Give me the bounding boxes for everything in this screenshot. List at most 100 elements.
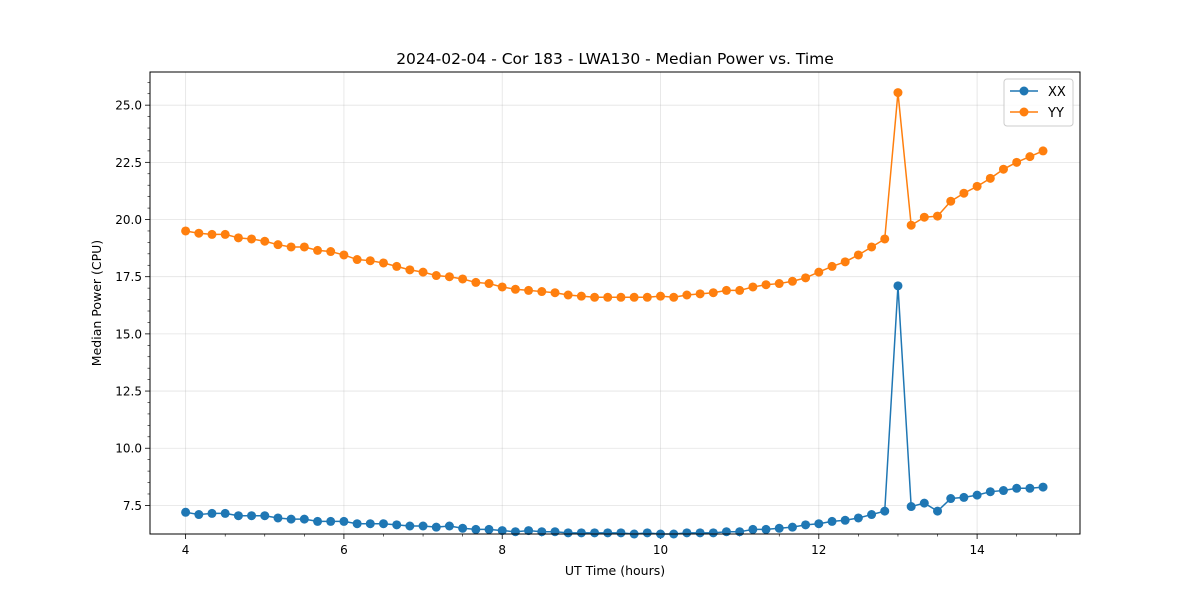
data-point-yy — [787, 276, 797, 286]
data-point-xx — [827, 516, 837, 526]
data-point-xx — [286, 514, 296, 524]
data-point-yy — [933, 211, 943, 221]
legend-marker-yy — [1019, 107, 1029, 117]
data-point-yy — [1012, 157, 1022, 167]
data-point-xx — [339, 516, 349, 526]
data-point-xx — [946, 494, 956, 504]
y-tick-label: 7.5 — [123, 499, 142, 513]
data-point-xx — [801, 520, 811, 530]
x-tick-label: 12 — [811, 543, 826, 557]
data-point-xx — [378, 519, 388, 529]
data-point-yy — [365, 256, 375, 266]
data-point-yy — [260, 236, 270, 246]
data-point-xx — [708, 528, 718, 538]
axis-ticks: 4 6 8 10 12 14 7.5 10.0 12.5 15.0 17.5 20.0 22.5 25.0 — [115, 81, 1057, 557]
data-point-yy — [603, 292, 613, 302]
data-point-xx — [537, 527, 547, 537]
data-point-yy — [286, 242, 296, 252]
data-point-yy — [444, 272, 454, 282]
data-point-xx — [616, 528, 626, 538]
data-point-yy — [985, 173, 995, 183]
data-point-yy — [339, 250, 349, 260]
data-point-xx — [1025, 483, 1035, 493]
data-point-yy — [537, 287, 547, 297]
data-point-xx — [893, 281, 903, 291]
data-point-yy — [840, 257, 850, 267]
data-point-yy — [484, 279, 494, 289]
data-point-yy — [431, 271, 441, 281]
y-tick-label: 20.0 — [115, 213, 142, 227]
data-point-xx — [392, 520, 402, 530]
x-tick-label: 14 — [969, 543, 984, 557]
data-point-yy — [563, 290, 573, 300]
data-point-xx — [735, 527, 745, 537]
y-tick-label: 15.0 — [115, 327, 142, 341]
data-point-yy — [458, 274, 468, 284]
data-point-yy — [299, 242, 309, 252]
data-point-yy — [946, 196, 956, 206]
data-point-yy — [629, 292, 639, 302]
data-point-xx — [998, 486, 1008, 496]
data-point-yy — [827, 261, 837, 271]
data-point-xx — [985, 487, 995, 497]
data-series — [181, 88, 1048, 539]
y-tick-label: 25.0 — [115, 99, 142, 113]
data-point-yy — [273, 240, 283, 250]
data-point-xx — [365, 519, 375, 529]
data-point-yy — [1025, 152, 1035, 162]
data-point-yy — [867, 242, 877, 252]
data-point-xx — [919, 498, 929, 508]
data-point-xx — [181, 507, 191, 517]
data-point-xx — [761, 524, 771, 534]
data-point-xx — [352, 519, 362, 529]
data-point-yy — [181, 226, 191, 236]
data-point-xx — [326, 516, 336, 526]
data-point-xx — [299, 514, 309, 524]
data-point-yy — [405, 265, 415, 275]
data-point-yy — [721, 285, 731, 295]
data-point-yy — [853, 250, 863, 260]
data-point-yy — [880, 234, 890, 244]
data-point-xx — [1012, 483, 1022, 493]
data-point-yy — [616, 292, 626, 302]
data-point-yy — [1038, 146, 1048, 156]
data-point-yy — [233, 233, 243, 243]
data-point-xx — [867, 510, 877, 520]
legend-label-xx: XX — [1048, 85, 1066, 100]
x-tick-label: 6 — [340, 543, 348, 557]
data-point-yy — [590, 292, 600, 302]
data-point-xx — [959, 492, 969, 502]
y-tick-label: 17.5 — [115, 270, 142, 284]
data-point-yy — [220, 229, 230, 239]
data-point-yy — [510, 284, 520, 294]
series-xx — [181, 281, 1048, 539]
data-point-yy — [708, 288, 718, 298]
data-point-yy — [194, 228, 204, 238]
data-point-xx — [972, 490, 982, 500]
data-point-xx — [497, 526, 507, 536]
data-point-xx — [695, 528, 705, 538]
data-point-yy — [919, 212, 929, 222]
data-point-yy — [748, 282, 758, 292]
x-tick-label: 4 — [182, 543, 190, 557]
data-point-yy — [906, 220, 916, 230]
data-point-yy — [378, 258, 388, 268]
data-point-xx — [313, 516, 323, 526]
data-point-yy — [814, 267, 824, 277]
data-point-xx — [233, 511, 243, 521]
data-point-yy — [524, 285, 534, 295]
data-point-yy — [497, 282, 507, 292]
data-point-xx — [576, 528, 586, 538]
data-point-yy — [576, 291, 586, 301]
y-tick-label: 10.0 — [115, 442, 142, 456]
data-point-xx — [774, 523, 784, 533]
chart-title: 2024-02-04 - Cor 183 - LWA130 - Median P… — [396, 50, 834, 68]
data-point-yy — [642, 292, 652, 302]
data-point-yy — [972, 181, 982, 191]
data-point-xx — [220, 508, 230, 518]
series-yy — [181, 88, 1048, 302]
data-point-xx — [721, 527, 731, 537]
data-point-yy — [326, 247, 336, 257]
data-point-xx — [405, 521, 415, 531]
